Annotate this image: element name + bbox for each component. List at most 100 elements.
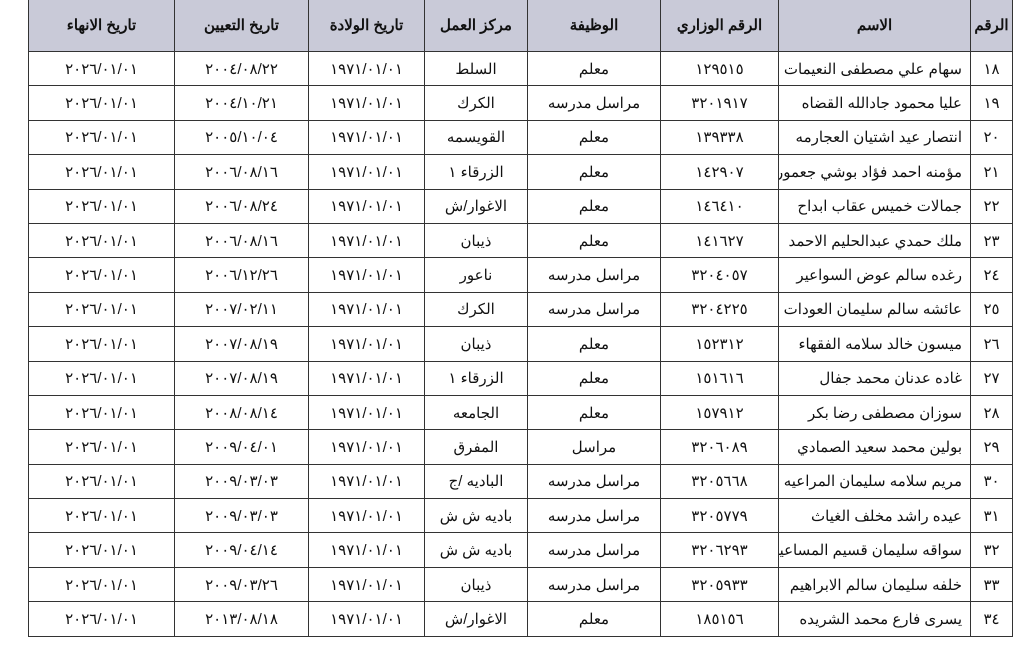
cell-name: سواقه سليمان قسيم المساعيد [778, 532, 971, 568]
cell-job: معلم [527, 222, 661, 259]
cell-appointment-date: ٢٠٠٩/٠٣/٠٣ [174, 498, 309, 534]
table-row: ٢١ مؤمنه احمد فؤاد بوشي جعمور ١٤٢٩٠٧ معلم ال… [28, 154, 1013, 190]
cell-number: ٢٤ [970, 257, 1013, 293]
table-row: ٣١ عيده راشد مخلف الغياث ٣٢٠٥٧٧٩ مراسل مدرس… [28, 498, 1013, 534]
table-body: ١٨ سهام علي مصطفى النعيمات ١٢٩٥١٥ معلم السلط… [28, 50, 1013, 637]
cell-end-date: ٢٠٢٦/٠١/٠١ [28, 85, 175, 121]
cell-job: معلم [527, 119, 661, 156]
cell-appointment-date: ٢٠٠٩/٠٣/٢٦ [174, 566, 309, 603]
cell-ministry-number: ٣٢٠١٩١٧ [660, 85, 779, 121]
cell-job: معلم [527, 601, 661, 637]
cell-name: خلفه سليمان سالم الابراهيم [778, 566, 971, 603]
cell-ministry-number: ١٤١٦٢٧ [660, 222, 779, 259]
cell-appointment-date: ٢٠٠٦/١٢/٢٦ [174, 257, 309, 293]
cell-job: معلم [527, 154, 661, 190]
header-number: الرقم [970, 0, 1013, 52]
header-ministry-number: الرقم الوزاري [660, 0, 779, 52]
cell-number: ٢١ [970, 154, 1013, 190]
cell-end-date: ٢٠٢٦/٠١/٠١ [28, 429, 175, 465]
header-birth-date: تاريخ الولادة [308, 0, 425, 52]
cell-number: ٢٨ [970, 394, 1013, 431]
cell-birth-date: ١٩٧١/٠١/٠١ [308, 463, 425, 500]
cell-job: مراسل مدرسه [527, 498, 661, 534]
cell-name: رغده سالم عوض السواعير [778, 257, 971, 293]
table-row: ١٩ عليا محمود جادالله القضاه ٣٢٠١٩١٧ مراسل … [28, 85, 1013, 121]
cell-work-center: الاغوار/ش [424, 601, 528, 637]
cell-job: مراسل مدرسه [527, 291, 661, 328]
cell-appointment-date: ٢٠٠٥/١٠/٠٤ [174, 119, 309, 156]
cell-number: ٢٠ [970, 119, 1013, 156]
table-row: ٢٥ عائشه سالم سليمان العودات ٣٢٠٤٢٢٥ مراسل … [28, 291, 1013, 328]
cell-name: غاده عدنان محمد جفال [778, 360, 971, 396]
cell-end-date: ٢٠٢٦/٠١/٠١ [28, 360, 175, 396]
cell-work-center: القويسمه [424, 119, 528, 156]
table-row: ٣٤ يسرى فارع محمد الشريده ١٨٥١٥٦ معلم الاغوا… [28, 601, 1013, 637]
cell-birth-date: ١٩٧١/٠١/٠١ [308, 222, 425, 259]
cell-job: معلم [527, 188, 661, 224]
cell-number: ٣٤ [970, 601, 1013, 637]
cell-work-center: الكرك [424, 85, 528, 121]
cell-appointment-date: ٢٠٠٤/١٠/٢١ [174, 85, 309, 121]
cell-appointment-date: ٢٠٠٤/٠٨/٢٢ [174, 50, 309, 87]
cell-name: يسرى فارع محمد الشريده [778, 601, 971, 637]
cell-end-date: ٢٠٢٦/٠١/٠١ [28, 601, 175, 637]
cell-birth-date: ١٩٧١/٠١/٠١ [308, 566, 425, 603]
cell-number: ٢٣ [970, 222, 1013, 259]
cell-name: بولين محمد سعيد الصمادي [778, 429, 971, 465]
cell-appointment-date: ٢٠٠٨/٠٨/١٤ [174, 394, 309, 431]
cell-number: ٣٣ [970, 566, 1013, 603]
cell-name: مريم سلامه سليمان المراعيه [778, 463, 971, 500]
cell-work-center: الكرك [424, 291, 528, 328]
cell-work-center: الزرقاء ١ [424, 154, 528, 190]
table-row: ٢٣ ملك حمدي عبدالحليم الاحمد ١٤١٦٢٧ معلم ذيب… [28, 222, 1013, 259]
cell-birth-date: ١٩٧١/٠١/٠١ [308, 601, 425, 637]
cell-ministry-number: ٣٢٠٥٧٧٩ [660, 498, 779, 534]
cell-end-date: ٢٠٢٦/٠١/٠١ [28, 119, 175, 156]
cell-name: جمالات خميس عقاب ابداح [778, 188, 971, 224]
cell-appointment-date: ٢٠٠٩/٠٣/٠٣ [174, 463, 309, 500]
cell-end-date: ٢٠٢٦/٠١/٠١ [28, 257, 175, 293]
cell-appointment-date: ٢٠١٣/٠٨/١٨ [174, 601, 309, 637]
cell-appointment-date: ٢٠٠٧/٠٢/١١ [174, 291, 309, 328]
cell-work-center: الجامعه [424, 394, 528, 431]
cell-name: سهام علي مصطفى النعيمات [778, 50, 971, 87]
cell-work-center: ذيبان [424, 566, 528, 603]
cell-work-center: ذيبان [424, 326, 528, 362]
cell-end-date: ٢٠٢٦/٠١/٠١ [28, 326, 175, 362]
cell-name: عيده راشد مخلف الغياث [778, 498, 971, 534]
cell-job: مراسل مدرسه [527, 463, 661, 500]
cell-end-date: ٢٠٢٦/٠١/٠١ [28, 188, 175, 224]
cell-birth-date: ١٩٧١/٠١/٠١ [308, 532, 425, 568]
cell-name: انتصار عيد اشتيان العجارمه [778, 119, 971, 156]
cell-work-center: الزرقاء ١ [424, 360, 528, 396]
cell-appointment-date: ٢٠٠٦/٠٨/١٦ [174, 154, 309, 190]
table-row: ٢٨ سوزان مصطفى رضا بكر ١٥٧٩١٢ معلم الجامعه ١٩… [28, 394, 1013, 431]
cell-appointment-date: ٢٠٠٧/٠٨/١٩ [174, 326, 309, 362]
header-appointment-date: تاريخ التعيين [174, 0, 309, 52]
cell-job: مراسل مدرسه [527, 532, 661, 568]
cell-birth-date: ١٩٧١/٠١/٠١ [308, 119, 425, 156]
cell-name: ميسون خالد سلامه الفقهاء [778, 326, 971, 362]
cell-ministry-number: ٣٢٠٥٩٣٣ [660, 566, 779, 603]
cell-job: معلم [527, 50, 661, 87]
cell-name: مؤمنه احمد فؤاد بوشي جعمور [778, 154, 971, 190]
cell-appointment-date: ٢٠٠٦/٠٨/٢٤ [174, 188, 309, 224]
cell-job: معلم [527, 326, 661, 362]
cell-number: ٣٢ [970, 532, 1013, 568]
cell-ministry-number: ١٢٩٥١٥ [660, 50, 779, 87]
cell-work-center: باديه ش ش [424, 498, 528, 534]
cell-end-date: ٢٠٢٦/٠١/٠١ [28, 498, 175, 534]
cell-name: عليا محمود جادالله القضاه [778, 85, 971, 121]
cell-end-date: ٢٠٢٦/٠١/٠١ [28, 222, 175, 259]
cell-work-center: السلط [424, 50, 528, 87]
cell-work-center: باديه ش ش [424, 532, 528, 568]
cell-number: ٣٠ [970, 463, 1013, 500]
cell-job: مراسل [527, 429, 661, 465]
header-row: الرقم الاسم الرقم الوزاري الوظيفة مركز العمل… [28, 0, 1013, 52]
cell-job: مراسل مدرسه [527, 566, 661, 603]
cell-job: مراسل مدرسه [527, 257, 661, 293]
cell-appointment-date: ٢٠٠٩/٠٤/١٤ [174, 532, 309, 568]
table-row: ٢٩ بولين محمد سعيد الصمادي ٣٢٠٦٠٨٩ مراسل الم… [28, 429, 1013, 465]
cell-birth-date: ١٩٧١/٠١/٠١ [308, 326, 425, 362]
cell-number: ٢٩ [970, 429, 1013, 465]
